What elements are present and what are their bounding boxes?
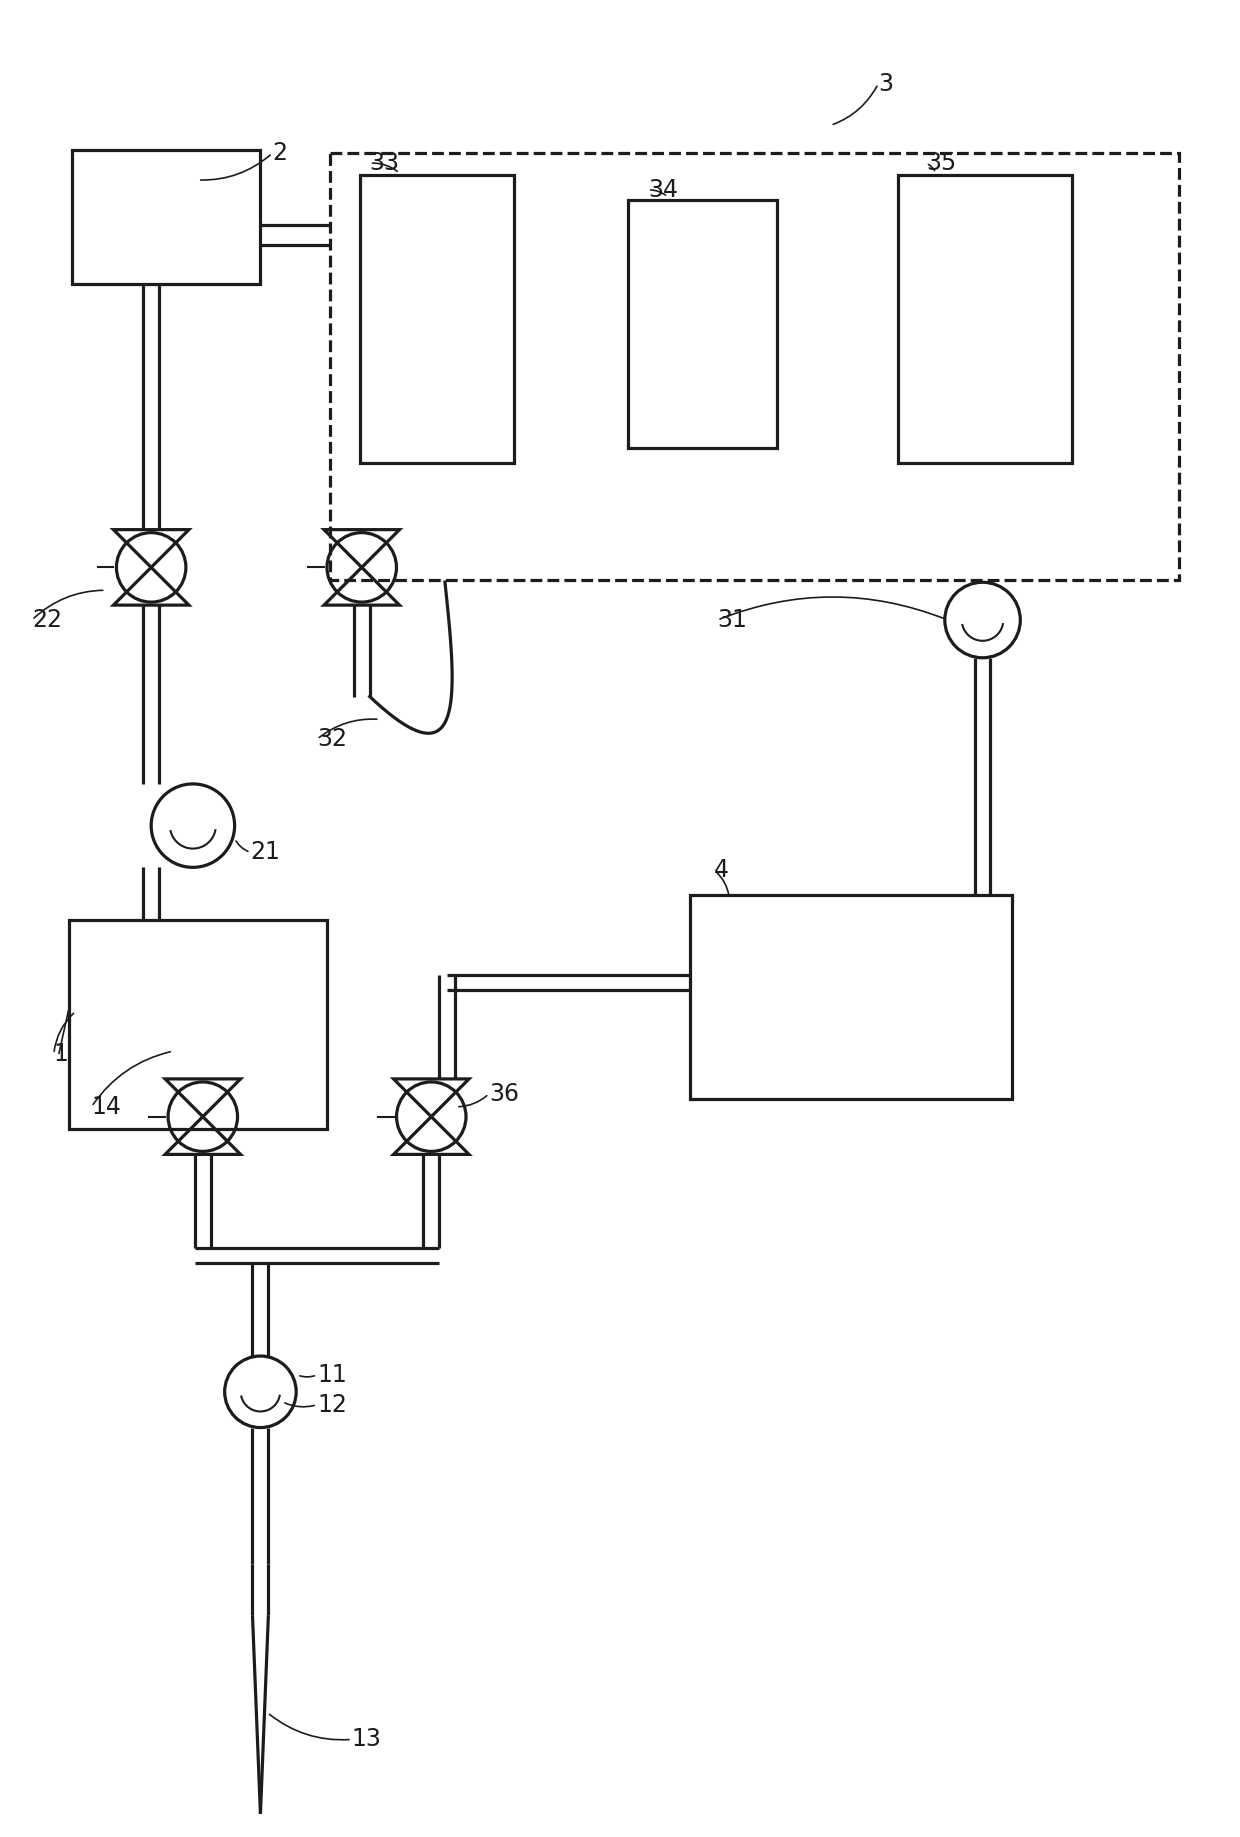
Text: 31: 31 xyxy=(718,608,748,632)
Bar xyxy=(689,895,1012,1099)
Text: 4: 4 xyxy=(714,858,729,882)
Text: 33: 33 xyxy=(370,151,399,175)
Text: 1: 1 xyxy=(53,1042,68,1065)
Text: 22: 22 xyxy=(32,608,62,632)
Text: 14: 14 xyxy=(92,1095,122,1119)
Text: 12: 12 xyxy=(317,1392,347,1416)
Text: 11: 11 xyxy=(317,1363,347,1387)
Bar xyxy=(68,920,327,1128)
Bar xyxy=(330,152,1179,580)
Text: 3: 3 xyxy=(878,72,893,96)
Text: 35: 35 xyxy=(926,151,956,175)
Text: 13: 13 xyxy=(352,1727,382,1751)
Bar xyxy=(627,200,777,448)
Text: 36: 36 xyxy=(489,1082,518,1106)
Text: 34: 34 xyxy=(647,178,678,202)
Bar xyxy=(72,151,260,285)
Text: 2: 2 xyxy=(273,141,288,165)
Bar xyxy=(898,175,1071,463)
Bar xyxy=(360,175,513,463)
Text: 32: 32 xyxy=(317,727,347,751)
Text: 21: 21 xyxy=(250,841,280,865)
